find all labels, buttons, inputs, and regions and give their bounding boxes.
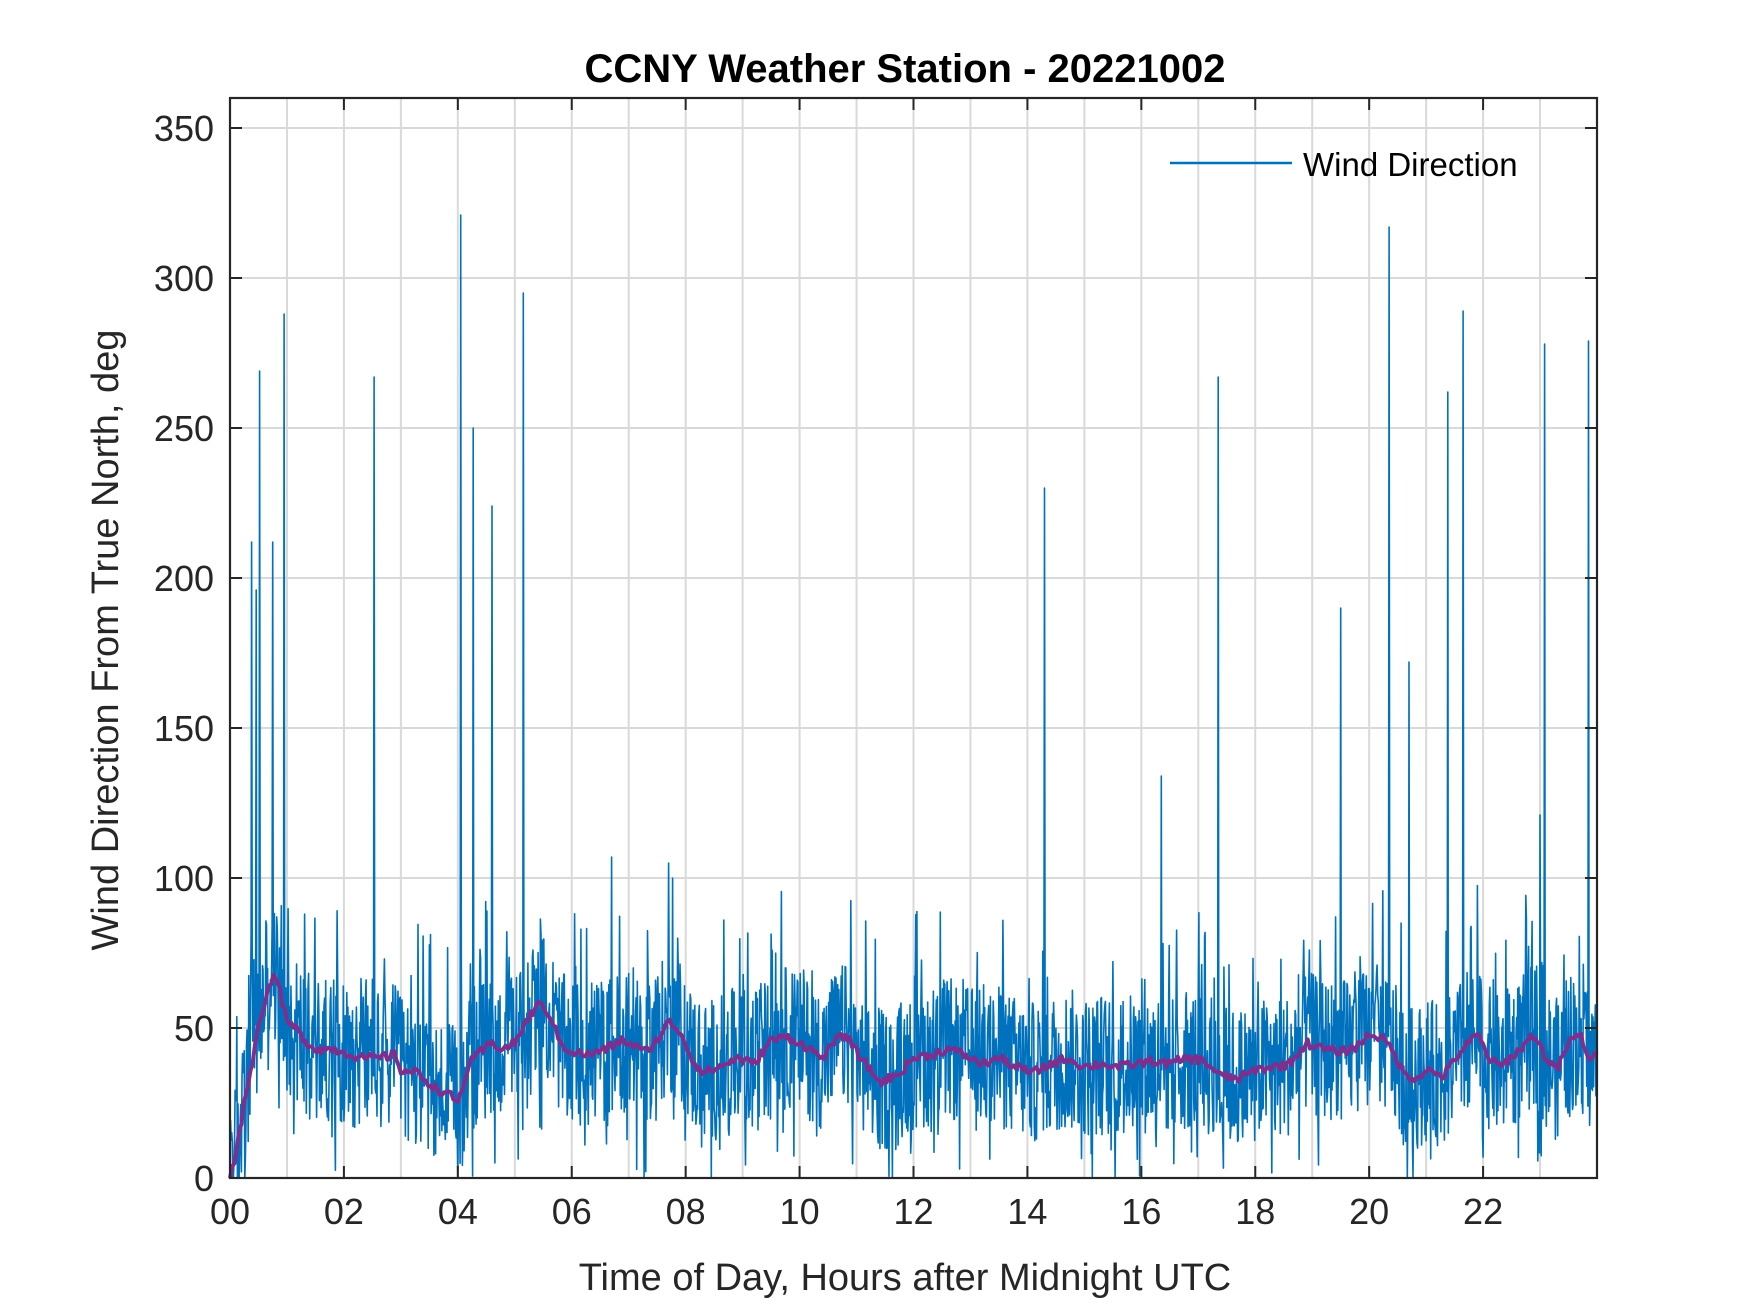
y-tick-label: 50	[174, 1008, 214, 1049]
legend: Wind Direction	[1170, 146, 1518, 183]
plot-area	[228, 96, 1599, 1180]
x-tick-label: 18	[1235, 1191, 1275, 1232]
y-tick-label: 0	[194, 1158, 214, 1199]
x-tick-label: 16	[1121, 1191, 1161, 1232]
x-tick-label: 14	[1007, 1191, 1047, 1232]
x-axis-label: Time of Day, Hours after Midnight UTC	[579, 1257, 1232, 1299]
chart-title: CCNY Weather Station - 20221002	[585, 47, 1226, 91]
y-tick-labels: 0 50 100 150 200 250 300 350	[154, 108, 214, 1199]
series-line-running-mean	[228, 972, 1599, 1179]
x-tick-label: 12	[893, 1191, 933, 1232]
x-tick-label: 10	[780, 1191, 820, 1232]
y-tick-label: 300	[154, 258, 214, 299]
y-tick-label: 150	[154, 708, 214, 749]
legend-label-wind-direction: Wind Direction	[1303, 146, 1518, 183]
x-tick-label: 02	[324, 1191, 364, 1232]
y-axis-label: Wind Direction From True North, deg	[85, 330, 127, 951]
x-tick-label: 22	[1463, 1191, 1503, 1232]
y-tick-label: 200	[154, 558, 214, 599]
x-tick-label: 08	[666, 1191, 706, 1232]
x-tick-labels: 00 02 04 06 08 10 12 14 16 18 20 22	[210, 1191, 1503, 1232]
x-tick-label: 04	[438, 1191, 478, 1232]
x-tick-label: 20	[1349, 1191, 1389, 1232]
tick-marks	[229, 98, 1597, 1179]
x-tick-label: 00	[210, 1191, 250, 1232]
x-tick-label: 06	[552, 1191, 592, 1232]
y-tick-label: 100	[154, 858, 214, 899]
y-tick-label: 350	[154, 108, 214, 149]
y-tick-label: 250	[154, 408, 214, 449]
